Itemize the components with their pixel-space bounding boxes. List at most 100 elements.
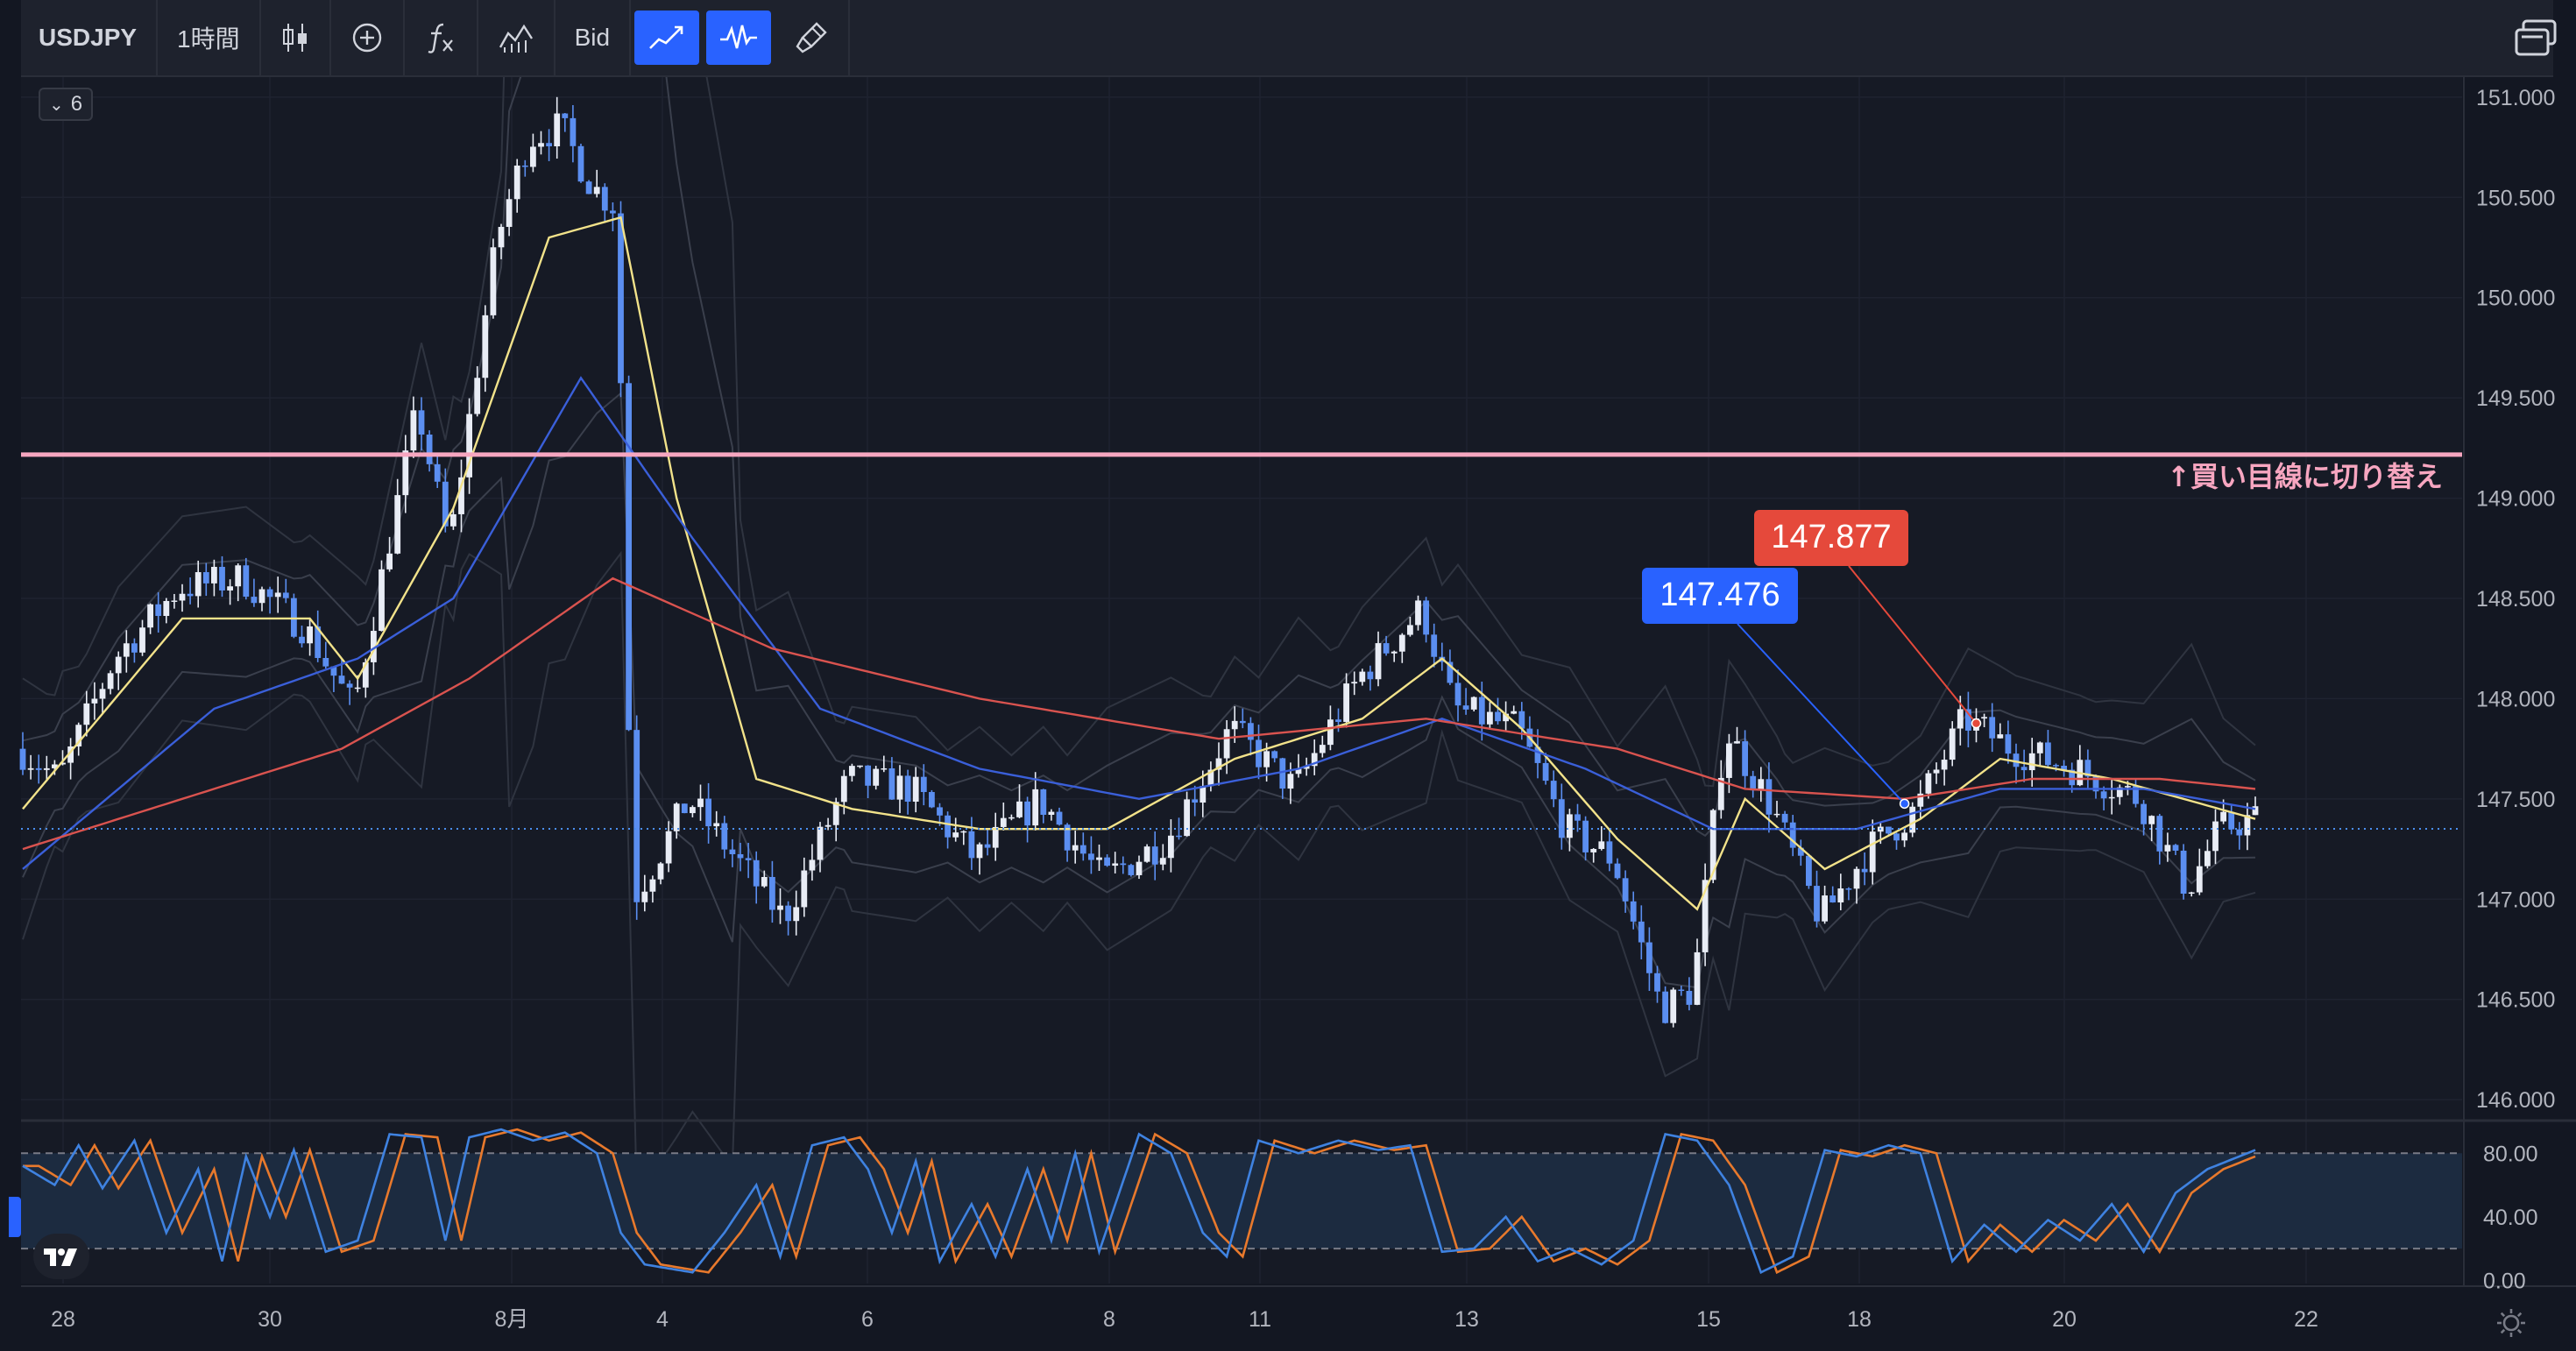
chart-grid [21,77,2462,1284]
candle-body [2045,742,2051,766]
tradingview-logo-mark [44,1248,77,1266]
candle-body [1550,781,1557,800]
candle-body [1431,634,1438,657]
candle-body [19,748,26,770]
candle-body [346,683,353,688]
candle-body [418,410,425,435]
collapse-indicators-button[interactable]: ⌄ 6 [39,88,93,121]
stochastic-pane [21,1128,2462,1275]
candle-body [937,807,943,816]
candle-body [1949,728,1956,760]
candle-body [458,477,464,514]
candle-body [1702,880,1709,952]
candle-body [1279,758,1286,789]
candle-body [610,210,616,214]
x-tick-label: 22 [2294,1307,2318,1332]
candle-body [1375,643,1382,680]
x-tick-label: 4 [656,1307,669,1332]
candle-body [1398,634,1405,652]
layout-screens-button[interactable] [2508,11,2564,65]
candle-body [474,378,481,414]
candle-body [67,746,74,763]
candle-body [2092,776,2099,792]
candle-body [1128,865,1135,875]
candle-body [1678,989,1685,992]
candle-body [1694,951,1701,1005]
wave-tool-button[interactable] [706,11,772,65]
x-tick-label: 13 [1454,1307,1479,1332]
candle-body [371,631,377,662]
candle-body [235,565,242,587]
candle-body [2196,866,2203,893]
brush-button[interactable] [775,0,851,75]
ma-line-yellow [22,216,2256,911]
candle-body [1606,841,1613,864]
candle-body [976,844,983,859]
candle-body [1239,720,1246,724]
candle-body [729,849,736,854]
candle-body [1662,991,1668,1023]
interval-button[interactable]: 1時間 [158,0,261,75]
stochastic-y-tick-label: 0.00 [2483,1269,2526,1293]
stochastic-d-line [23,1128,2256,1275]
candle-body [601,187,608,211]
candle-body [1806,855,1812,887]
candle-body [992,826,999,848]
candle-body [562,113,569,118]
templates-button[interactable] [478,0,556,75]
price-type-button[interactable]: Bid [556,0,632,75]
gear-icon[interactable] [2494,1305,2529,1340]
candle-body [761,876,768,887]
candle-body [585,181,592,195]
candle-body [1638,921,1645,943]
compare-button[interactable] [331,0,405,75]
candle-body [2141,803,2147,824]
line-tool-button[interactable] [634,11,700,65]
candle-body [219,567,225,591]
candle-body [1957,709,1964,729]
candle-body [1933,769,1940,774]
brush-icon [796,22,827,53]
candle-body [593,187,600,195]
candle-body [1112,863,1119,866]
candle-body [115,656,122,674]
candle-body [968,831,975,859]
candle-body [107,673,114,690]
candle-body [362,661,369,688]
candle-body [2252,806,2259,816]
candle-body [243,565,250,598]
candle-body [1886,826,1892,834]
candle-body [2204,851,2211,866]
chart-axes: 151.000 150.500 150.000 149.500 149.000 148.5… [21,77,2576,1332]
candle-body [1861,868,1868,873]
chart-type-button[interactable] [261,0,331,75]
candle-body [394,495,401,554]
indicators-button[interactable] [405,0,478,75]
candle-body [99,689,106,699]
symbol-button[interactable]: USDJPY [21,0,159,75]
candle-body [450,513,456,527]
envelope-line [22,0,2256,788]
candle-body [299,636,305,644]
side-panel-toggle[interactable] [9,1197,21,1237]
candle-body [896,775,903,800]
candle-body [530,146,536,167]
candle-body [1622,878,1629,902]
candle-body [322,658,329,667]
candle-body [1709,810,1716,881]
candlestick-series [19,96,2259,1028]
callout-label: 147.877 [1771,519,1891,555]
candle-body [1383,643,1390,654]
candle-body [171,600,178,602]
candle-body [1470,697,1477,710]
candle-body [1223,729,1230,759]
candle-body [1646,942,1652,973]
candle-body [554,113,561,146]
x-tick-label: 30 [258,1307,282,1332]
tradingview-logo-icon[interactable] [33,1234,89,1279]
candle-body [251,597,258,604]
candle-body [307,626,313,644]
candle-body [1630,901,1637,922]
candle-body [179,593,186,601]
